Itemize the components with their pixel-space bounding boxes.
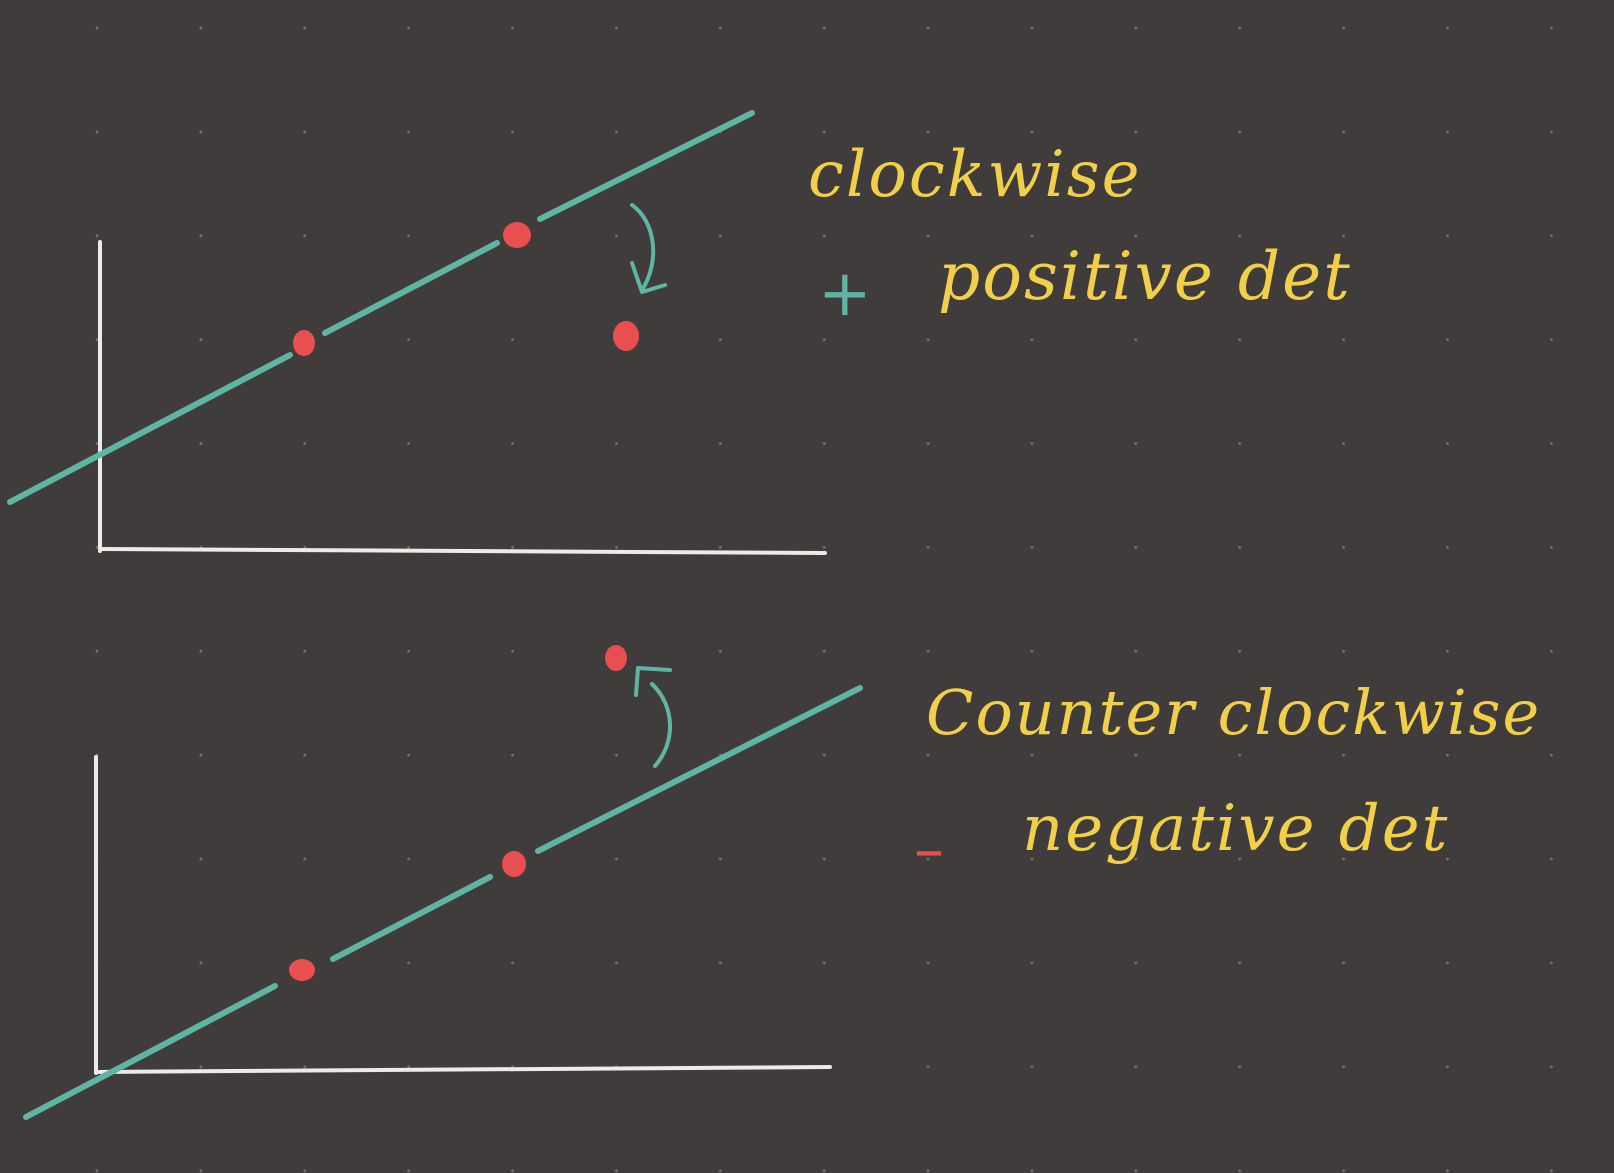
bottom-point-1 [289,959,315,981]
top-teal-line [7,110,755,505]
top-point-2 [503,222,531,248]
minus-sign: – [914,815,944,885]
curved-arrow-counterclockwise-icon [634,666,672,768]
top-label-line2: positive det [938,238,1352,315]
top-point-1 [293,330,315,356]
bottom-label-line1: Counter clockwise [926,676,1542,749]
bottom-diagram [23,645,863,1120]
top-point-3 [613,321,639,351]
bottom-teal-line [23,685,863,1120]
bottom-point-3 [605,645,627,671]
curved-arrow-clockwise-icon [630,203,667,294]
bottom-label-line2: negative det [1022,792,1450,866]
bottom-x-axis [94,1065,832,1074]
plus-sign: + [818,257,872,331]
top-diagram [7,110,827,555]
bottom-point-2 [502,851,526,877]
top-x-axis [98,547,827,555]
top-label-line1: clockwise [808,138,1142,212]
